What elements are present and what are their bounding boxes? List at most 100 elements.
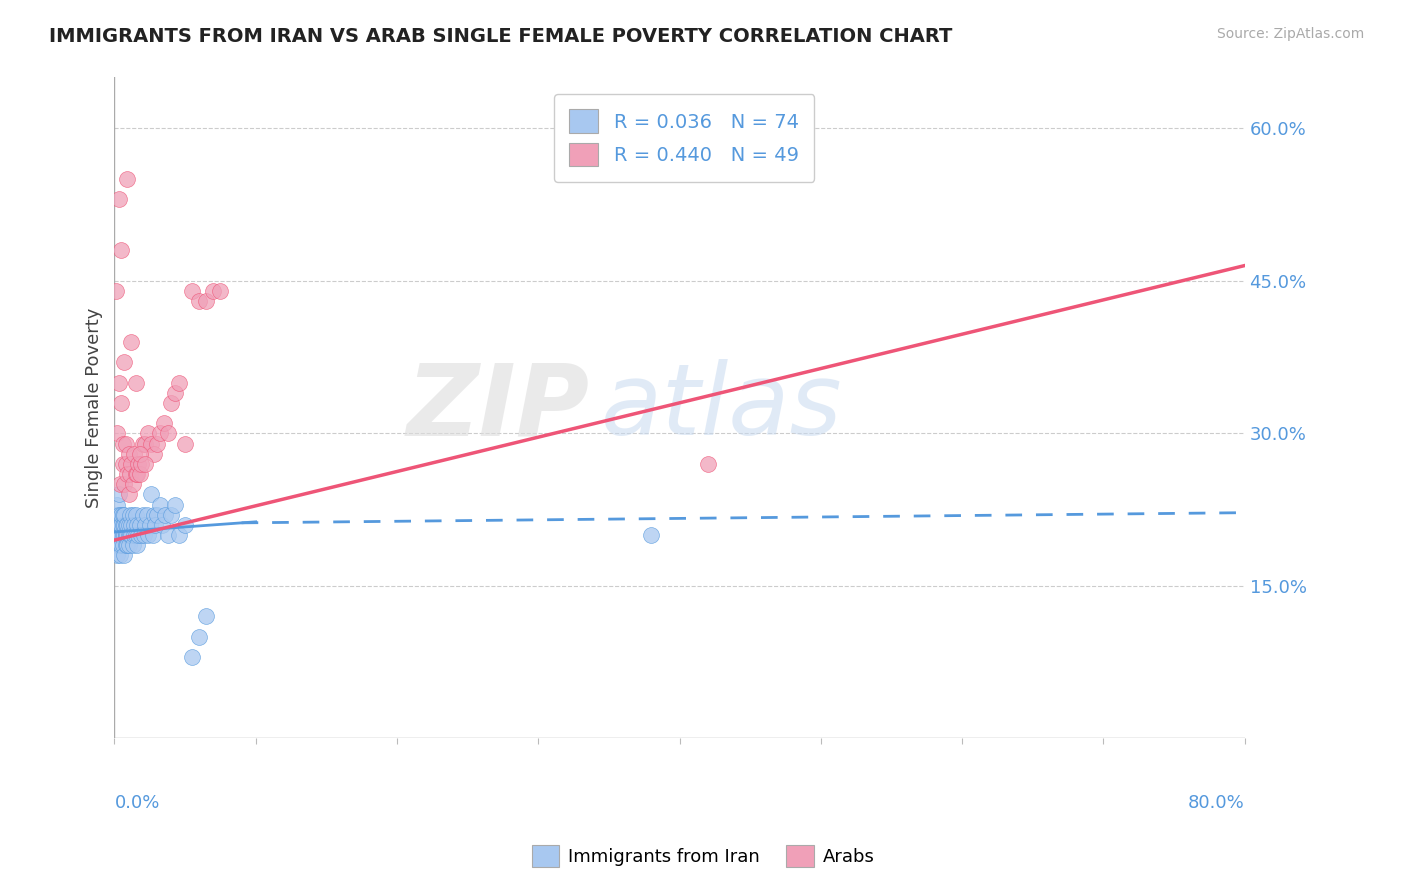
Text: 80.0%: 80.0% [1188, 795, 1244, 813]
Point [121, 477, 143, 491]
Point [149, 426, 172, 441]
Point [181, 650, 204, 665]
Y-axis label: Single Female Poverty: Single Female Poverty [86, 308, 103, 508]
Point [108, 549, 131, 563]
Point [127, 457, 149, 471]
Point [107, 508, 129, 522]
Point [122, 517, 145, 532]
Point [157, 426, 180, 441]
Point [118, 528, 141, 542]
Point [115, 538, 138, 552]
Point [108, 528, 131, 542]
Point [112, 508, 135, 522]
Point [120, 528, 142, 542]
Point [138, 517, 160, 532]
Point [105, 426, 128, 441]
Point [110, 244, 132, 258]
Point [640, 528, 662, 542]
Point [209, 284, 232, 298]
Point [149, 498, 172, 512]
Point [105, 549, 128, 563]
Point [107, 528, 129, 542]
Point [111, 538, 134, 552]
Point [124, 376, 146, 390]
Legend: Immigrants from Iran, Arabs: Immigrants from Iran, Arabs [524, 838, 882, 874]
Point [127, 528, 149, 542]
Point [125, 517, 148, 532]
Point [118, 508, 141, 522]
Point [104, 538, 127, 552]
Point [139, 487, 162, 501]
Point [174, 517, 197, 532]
Point [111, 528, 134, 542]
Point [169, 528, 191, 542]
Point [124, 467, 146, 481]
Point [111, 508, 134, 522]
Text: atlas: atlas [600, 359, 842, 457]
Point [111, 457, 134, 471]
Point [112, 528, 135, 542]
Point [165, 385, 187, 400]
Point [132, 528, 155, 542]
Point [104, 284, 127, 298]
Point [111, 436, 134, 450]
Point [128, 467, 150, 481]
Point [136, 426, 159, 441]
Point [139, 436, 162, 450]
Point [114, 528, 136, 542]
Point [195, 294, 218, 309]
Point [110, 517, 132, 532]
Point [129, 457, 152, 471]
Point [125, 467, 148, 481]
Point [145, 517, 167, 532]
Point [188, 294, 211, 309]
Point [146, 508, 169, 522]
Point [110, 396, 132, 410]
Point [128, 517, 150, 532]
Point [117, 487, 139, 501]
Point [174, 436, 197, 450]
Point [135, 508, 157, 522]
Point [134, 436, 156, 450]
Point [112, 549, 135, 563]
Point [104, 528, 127, 542]
Point [128, 447, 150, 461]
Point [115, 528, 138, 542]
Point [114, 538, 136, 552]
Point [114, 517, 136, 532]
Text: ZIP: ZIP [406, 359, 589, 457]
Point [120, 334, 142, 349]
Point [121, 538, 143, 552]
Point [105, 517, 128, 532]
Point [153, 416, 176, 430]
Point [108, 477, 131, 491]
Point [104, 517, 127, 532]
Text: IMMIGRANTS FROM IRAN VS ARAB SINGLE FEMALE POVERTY CORRELATION CHART: IMMIGRANTS FROM IRAN VS ARAB SINGLE FEMA… [49, 27, 953, 45]
Point [696, 457, 718, 471]
Point [105, 498, 128, 512]
Point [105, 508, 128, 522]
Point [112, 477, 135, 491]
Point [188, 630, 211, 644]
Point [115, 467, 138, 481]
Point [131, 508, 153, 522]
Text: Source: ZipAtlas.com: Source: ZipAtlas.com [1216, 27, 1364, 41]
Point [143, 508, 166, 522]
Point [131, 436, 153, 450]
Point [107, 487, 129, 501]
Point [111, 517, 134, 532]
Point [122, 447, 145, 461]
Point [112, 517, 135, 532]
Point [107, 376, 129, 390]
Point [181, 284, 204, 298]
Point [165, 498, 187, 512]
Point [129, 528, 152, 542]
Point [169, 376, 191, 390]
Point [112, 355, 135, 369]
Point [134, 517, 156, 532]
Point [202, 284, 225, 298]
Point [115, 172, 138, 186]
Text: 0.0%: 0.0% [114, 795, 160, 813]
Point [110, 538, 132, 552]
Point [160, 396, 183, 410]
